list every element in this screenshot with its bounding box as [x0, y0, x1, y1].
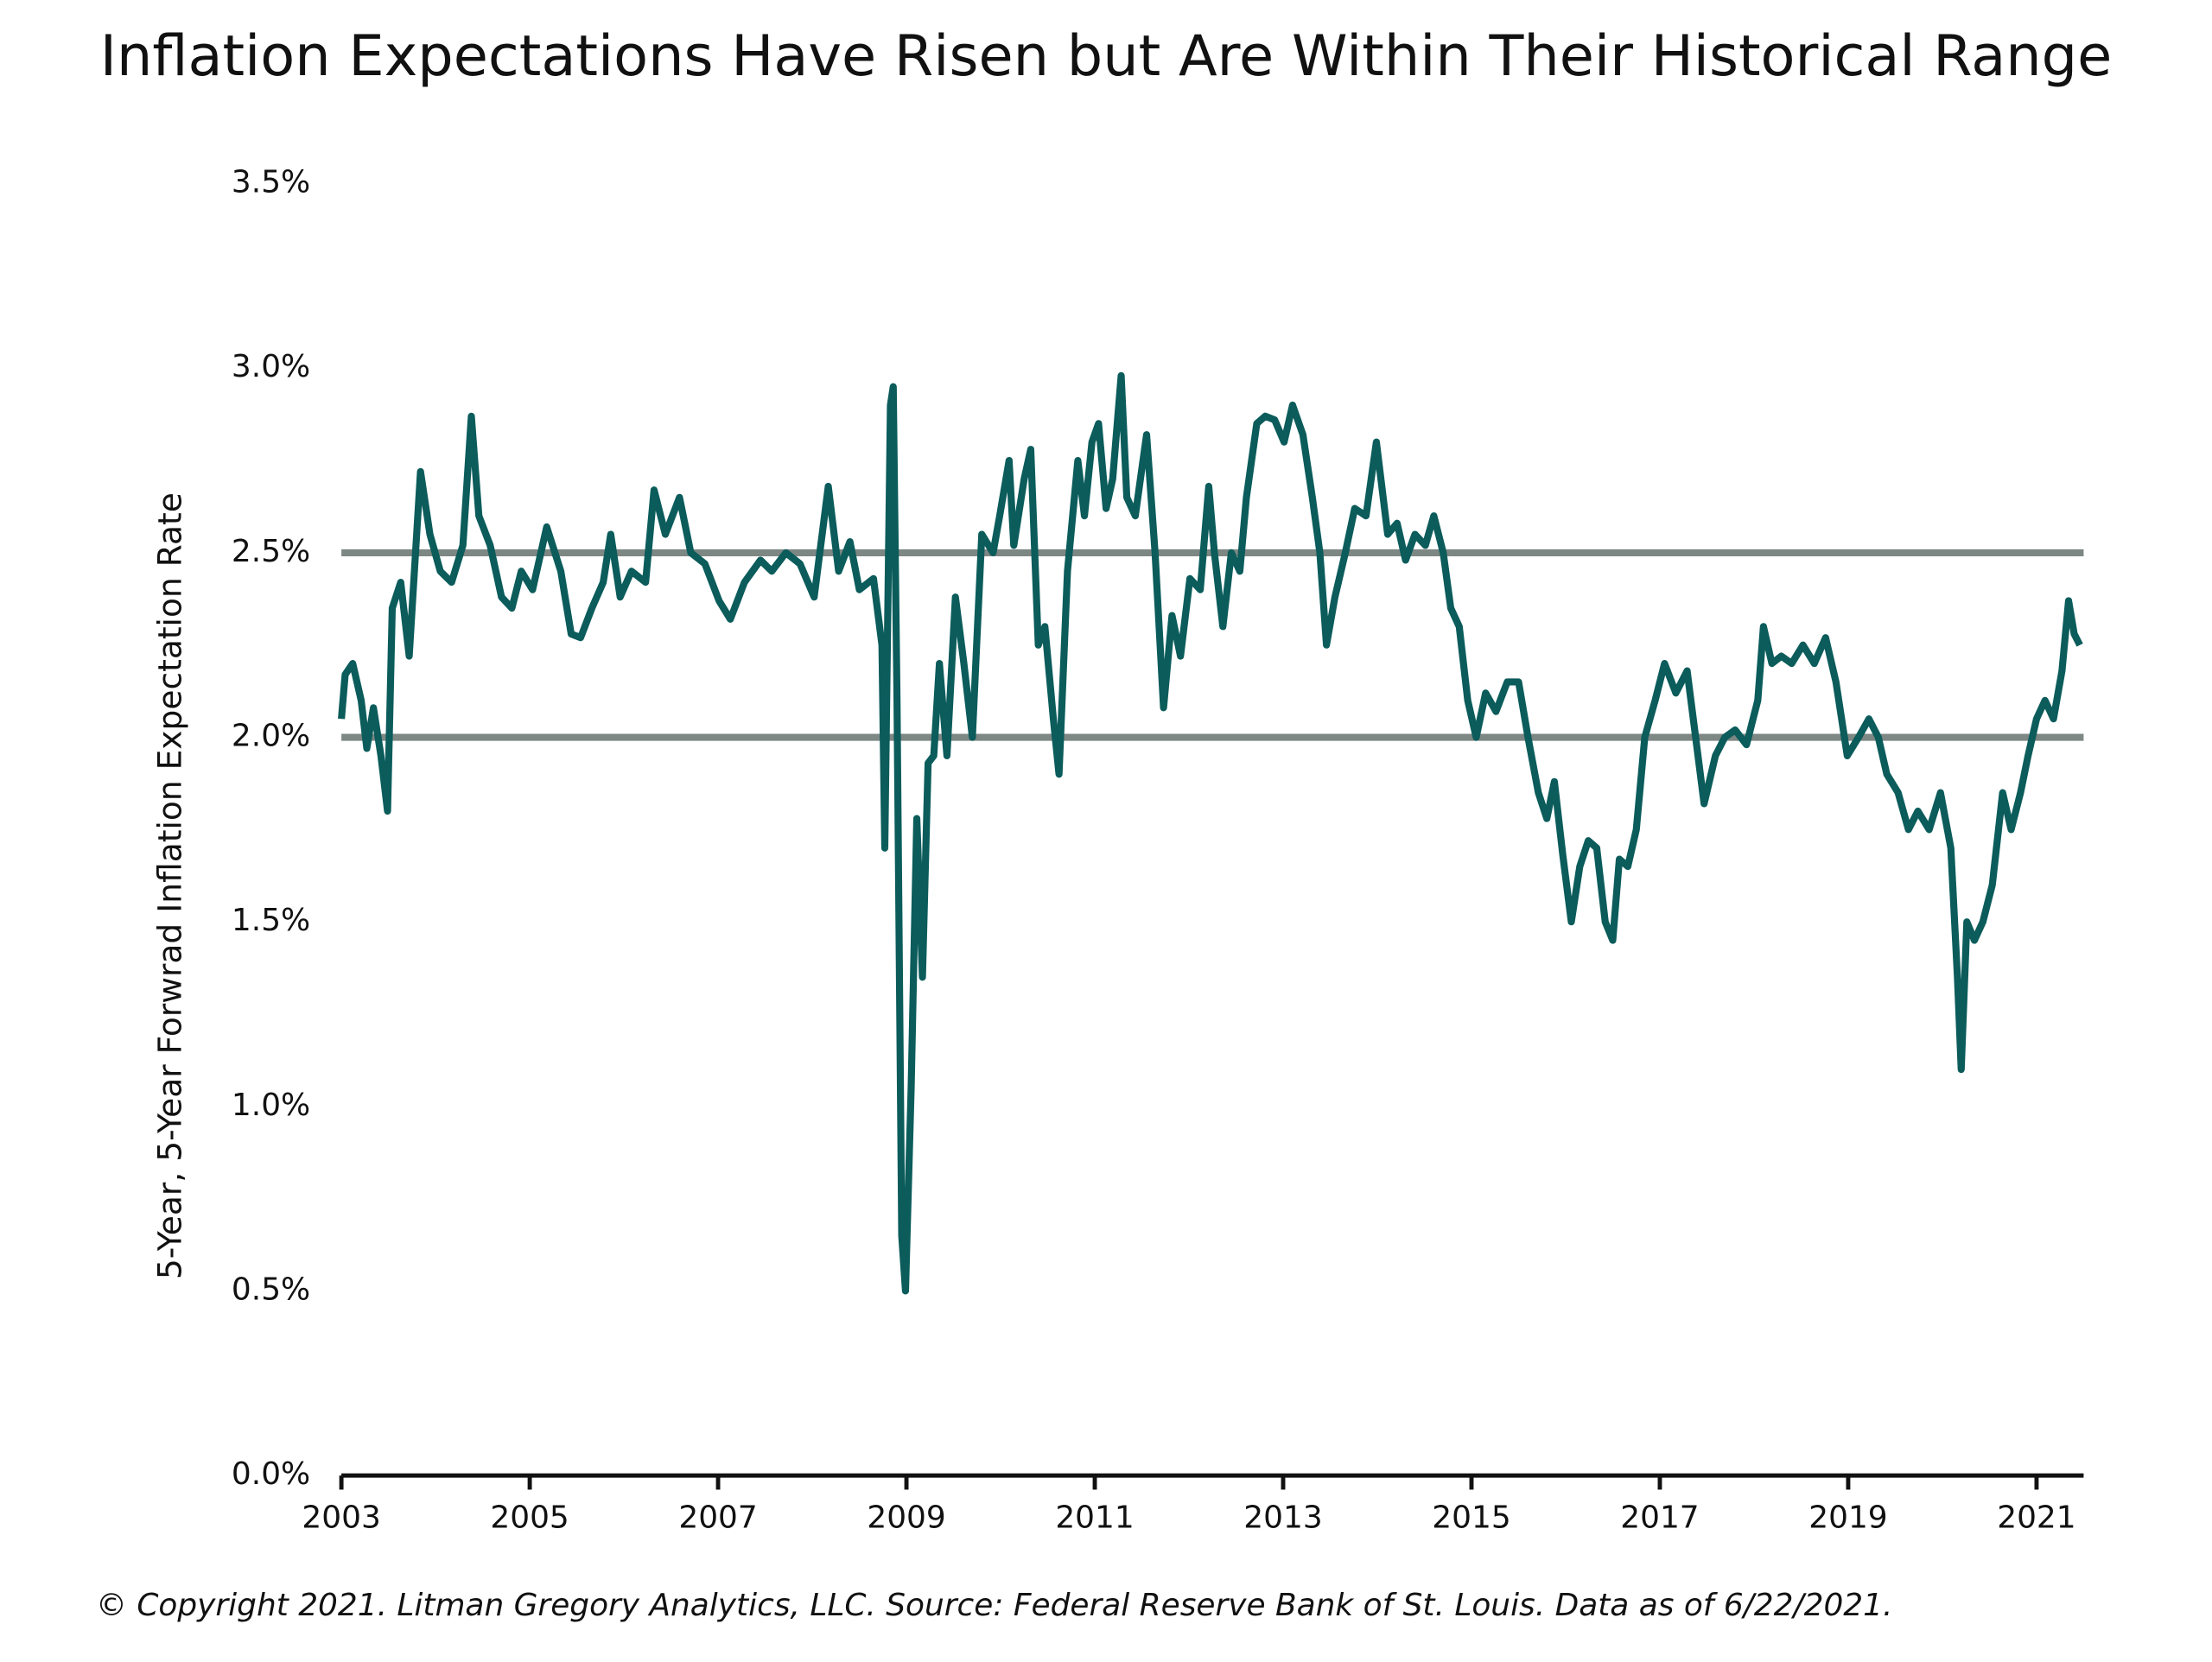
x-tick-label: 2015: [1432, 1500, 1510, 1536]
y-tick-label: 3.5%: [232, 165, 310, 200]
x-tick-label: 2017: [1620, 1500, 1699, 1536]
data-line: [338, 371, 2083, 1295]
x-tick-label: 2019: [1808, 1500, 1887, 1536]
y-tick-label: 2.0%: [232, 719, 310, 754]
x-tick-label: 2013: [1243, 1500, 1322, 1536]
x-tick-label: 2007: [678, 1500, 757, 1536]
y-tick-label: 0.5%: [232, 1272, 310, 1307]
footnote: © Copyright 2021. Litman Gregory Analyti…: [96, 1588, 1892, 1623]
x-tick-label: 2005: [490, 1500, 569, 1536]
y-axis-label: 5-Year, 5-Year Forwrad Inflation Expecta…: [151, 492, 189, 1279]
y-tick-label: 3.0%: [232, 349, 310, 384]
y-tick-label: 1.0%: [232, 1088, 310, 1123]
y-tick-label: 1.5%: [232, 903, 310, 938]
x-tick-label: 2021: [1997, 1500, 2075, 1536]
y-tick-label: 0.0%: [232, 1456, 310, 1492]
x-tick-label: 2003: [302, 1500, 380, 1536]
x-tick-label: 2009: [867, 1500, 945, 1536]
x-tick-label: 2011: [1055, 1500, 1134, 1536]
chart-title: Inflation Expectations Have Risen but Ar…: [100, 23, 2113, 89]
y-tick-label: 2.5%: [232, 534, 310, 569]
